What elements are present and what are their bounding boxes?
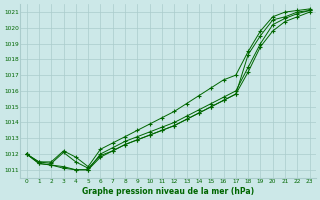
- X-axis label: Graphe pression niveau de la mer (hPa): Graphe pression niveau de la mer (hPa): [82, 187, 254, 196]
